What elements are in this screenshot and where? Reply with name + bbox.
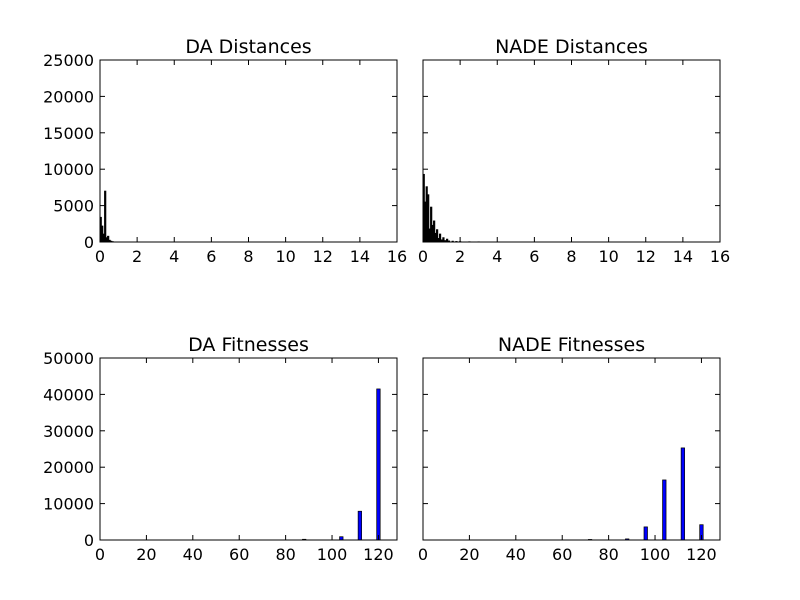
da-distances-x-tick-label: 10 <box>275 247 295 266</box>
da-distances-y-tick-label: 10000 <box>43 160 94 179</box>
da-distances-axes-frame <box>99 59 398 243</box>
nade-fitnesses-title: NADE Fitnesses <box>498 334 645 356</box>
da-distances-y-tick-label: 25000 <box>43 51 94 70</box>
nade-distances-panel: 0 2 4 6 8 10 12 14 16 NADE Distances <box>418 36 730 266</box>
da-distances-bar <box>104 190 107 243</box>
da-fitnesses-bar <box>357 510 362 541</box>
da-fitnesses-y-tick-label: 40000 <box>43 385 94 404</box>
da-fitnesses-bar <box>376 388 381 541</box>
nade-distances-x-tick-label: 12 <box>636 247 656 266</box>
nade-distances-x-tick-label: 4 <box>492 247 502 266</box>
da-distances-title: DA Distances <box>185 36 311 58</box>
da-distances-panel: 0 2 4 6 8 10 12 14 16 0 5000 10000 15000 20000 25000 DA… <box>43 36 407 266</box>
da-fitnesses-title: DA Fitnesses <box>188 334 309 356</box>
nade-fitnesses-x-tick-label: 20 <box>459 545 479 564</box>
nade-distances-x-tick-label: 8 <box>566 247 576 266</box>
da-fitnesses-y-tick-label: 0 <box>84 531 94 550</box>
nade-fitnesses-axes-frame <box>422 357 721 541</box>
nade-fitnesses-x-tick-label: 120 <box>686 545 717 564</box>
da-fitnesses-y-tick-label: 10000 <box>43 495 94 514</box>
nade-distances-title: NADE Distances <box>495 36 648 58</box>
da-fitnesses-x-tick-label: 100 <box>317 545 348 564</box>
nade-fitnesses-bar <box>662 479 667 541</box>
da-distances-x-tick-label: 8 <box>243 247 253 266</box>
nade-distances-axes-frame <box>422 59 721 243</box>
da-distances-x-tick-label: 0 <box>95 247 105 266</box>
nade-distances-x-tick-label: 10 <box>598 247 618 266</box>
nade-distances-x-tick-label: 6 <box>529 247 539 266</box>
nade-fitnesses-bar <box>643 526 648 541</box>
nade-fitnesses-bar <box>680 447 685 541</box>
da-distances-x-tick-label: 6 <box>206 247 216 266</box>
da-fitnesses-x-tick-label: 20 <box>136 545 156 564</box>
da-fitnesses-x-tick-label: 80 <box>275 545 295 564</box>
nade-distances-x-tick-label: 0 <box>418 247 428 266</box>
nade-fitnesses-x-tick-label: 0 <box>418 545 428 564</box>
da-distances-y-tick-label: 15000 <box>43 124 94 143</box>
da-fitnesses-x-tick-label: 60 <box>229 545 249 564</box>
nade-distances-x-tick-label: 14 <box>673 247 693 266</box>
da-fitnesses-y-tick-label: 50000 <box>43 349 94 368</box>
nade-fitnesses-panel: 0 20 40 60 80 100 120 NADE Fitnesses <box>418 334 721 564</box>
nade-distances-x-tick-label: 16 <box>710 247 730 266</box>
nade-fitnesses-x-tick-label: 80 <box>598 545 618 564</box>
da-distances-y-tick-label: 5000 <box>53 197 94 216</box>
da-distances-y-tick-label: 0 <box>84 233 94 252</box>
da-distances-x-tick-label: 16 <box>387 247 407 266</box>
nade-distances-bar <box>442 237 445 243</box>
nade-fitnesses-x-tick-label: 100 <box>640 545 671 564</box>
da-distances-x-tick-label: 14 <box>350 247 370 266</box>
nade-fitnesses-x-tick-label: 60 <box>552 545 572 564</box>
da-fitnesses-x-tick-label: 120 <box>363 545 394 564</box>
da-fitnesses-axes-frame <box>99 357 398 541</box>
nade-distances-x-tick-label: 2 <box>455 247 465 266</box>
da-fitnesses-y-tick-label: 30000 <box>43 422 94 441</box>
da-distances-y-tick-label: 20000 <box>43 87 94 106</box>
da-distances-x-tick-label: 2 <box>132 247 142 266</box>
da-fitnesses-y-tick-label: 20000 <box>43 458 94 477</box>
da-distances-x-tick-label: 12 <box>313 247 333 266</box>
da-fitnesses-x-tick-label: 0 <box>95 545 105 564</box>
da-distances-x-tick-label: 4 <box>169 247 179 266</box>
da-fitnesses-panel: 0 20 40 60 80 100 120 0 10000 20000 30000 40000 5000… <box>43 334 398 564</box>
da-fitnesses-x-tick-label: 40 <box>183 545 203 564</box>
nade-fitnesses-x-tick-label: 40 <box>506 545 526 564</box>
